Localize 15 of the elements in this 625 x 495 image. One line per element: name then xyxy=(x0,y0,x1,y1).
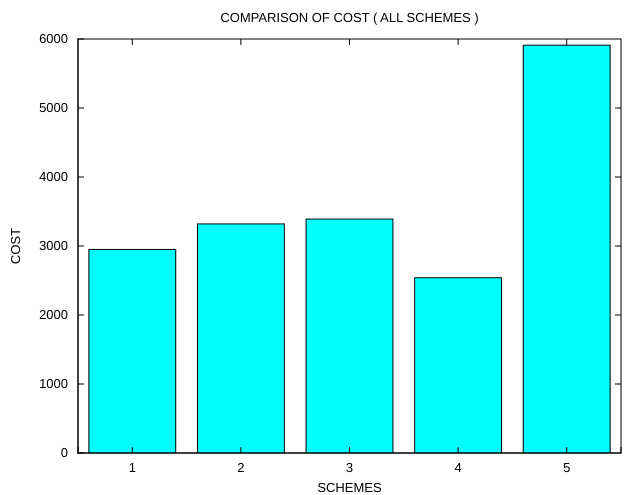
x-tick-label: 1 xyxy=(128,460,136,476)
y-tick-label: 3000 xyxy=(39,238,68,254)
x-tick-label: 3 xyxy=(346,460,354,476)
y-tick-label: 2000 xyxy=(39,307,68,322)
y-axis-title: COST xyxy=(8,228,23,264)
y-tick-label: 1000 xyxy=(39,376,68,392)
y-tick-label: 0 xyxy=(60,445,68,460)
y-tick-label: 6000 xyxy=(39,31,68,46)
y-tick-label: 4000 xyxy=(39,169,68,184)
chart-title: COMPARISON OF COST ( ALL SCHEMES ) xyxy=(220,10,479,25)
y-tick-label: 5000 xyxy=(39,100,68,116)
x-axis-title: SCHEMES xyxy=(317,480,382,495)
x-tick-label: 2 xyxy=(237,460,245,476)
x-tick-label: 4 xyxy=(454,460,462,476)
x-tick-label: 5 xyxy=(563,460,570,476)
